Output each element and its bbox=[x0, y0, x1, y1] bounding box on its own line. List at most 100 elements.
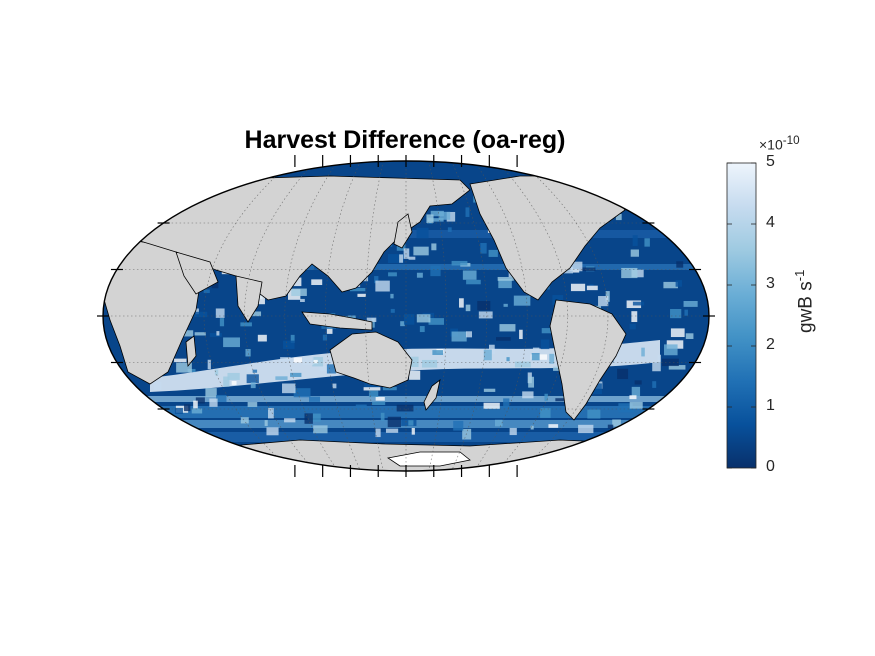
colorbar-tick-label: 3 bbox=[766, 275, 775, 292]
ocean-value-cell bbox=[191, 408, 203, 414]
ocean-value-cell bbox=[380, 412, 385, 421]
landmass-antarctica bbox=[103, 439, 709, 471]
ocean-value-cell bbox=[195, 397, 205, 404]
ocean-value-cell bbox=[630, 249, 639, 257]
ocean-value-cell bbox=[644, 238, 650, 247]
ocean-value-cell bbox=[453, 420, 464, 431]
ocean-value-cell bbox=[466, 279, 481, 285]
ocean-value-cell bbox=[528, 376, 535, 388]
ocean-value-cell bbox=[478, 311, 493, 319]
ocean-value-cell bbox=[416, 272, 423, 278]
ocean-value-cell bbox=[421, 359, 438, 368]
ocean-value-cell bbox=[629, 395, 637, 400]
ocean-value-cell bbox=[193, 400, 198, 409]
ocean-value-cell bbox=[503, 303, 508, 307]
ocean-value-cell bbox=[607, 424, 614, 429]
ocean-value-cell bbox=[569, 261, 583, 272]
ocean-value-cell bbox=[304, 413, 313, 424]
ocean-value-cell bbox=[309, 396, 321, 402]
ocean-value-cell bbox=[374, 276, 379, 284]
ocean-value-cell bbox=[382, 386, 397, 391]
ocean-value-cell bbox=[205, 388, 217, 397]
ocean-value-cell bbox=[280, 357, 291, 361]
ocean-value-cell bbox=[293, 388, 311, 398]
ocean-value-cell bbox=[416, 227, 429, 239]
ocean-value-cell bbox=[612, 419, 621, 427]
ocean-value-cell bbox=[446, 211, 456, 222]
colorbar-ticks bbox=[727, 162, 756, 469]
ocean-value-cell bbox=[629, 323, 636, 330]
ocean-value-cell bbox=[240, 322, 252, 327]
graticule-meridian bbox=[473, 161, 528, 471]
ocean-value-cell bbox=[411, 427, 415, 435]
ocean-value-cell bbox=[615, 213, 622, 221]
ocean-value-cell bbox=[431, 243, 437, 251]
ocean-value-cell bbox=[591, 383, 602, 395]
ocean-value-cell bbox=[413, 246, 429, 256]
ocean-value-cell bbox=[371, 318, 375, 328]
graticule-meridian bbox=[428, 161, 447, 471]
ocean-value-cell bbox=[408, 256, 416, 260]
ocean-value-cell bbox=[465, 331, 473, 338]
ocean-value-cell bbox=[541, 328, 559, 334]
ocean-value-cell bbox=[250, 311, 262, 317]
ocean-value-cell bbox=[499, 324, 516, 332]
ocean-value-cell bbox=[509, 427, 517, 436]
ocean-value-cell bbox=[617, 368, 629, 380]
ocean-value-cell bbox=[375, 396, 385, 401]
ocean-value-cell bbox=[326, 364, 336, 374]
ocean-value-cell bbox=[632, 235, 638, 246]
ocean-value-cell bbox=[621, 267, 638, 279]
ocean-value-cell bbox=[245, 348, 251, 357]
ocean-value-cell bbox=[451, 331, 467, 342]
ocean-value-cell bbox=[668, 365, 686, 370]
ocean-value-cell bbox=[266, 427, 279, 436]
ocean-value-cell bbox=[349, 287, 366, 292]
ocean-band bbox=[103, 396, 709, 402]
ocean-value-cell bbox=[462, 428, 472, 440]
ocean-band bbox=[103, 264, 709, 270]
ocean-value-cell bbox=[399, 254, 404, 263]
ocean-value-cell bbox=[432, 350, 443, 355]
ocean-value-cell bbox=[282, 383, 296, 394]
colorbar-tick-label: 0 bbox=[766, 458, 775, 475]
ocean-value-cell bbox=[408, 420, 414, 426]
ocean-value-cell bbox=[387, 254, 405, 264]
ocean-value-cell bbox=[194, 332, 206, 336]
ocean-value-cell bbox=[621, 408, 635, 413]
ocean-value-cell bbox=[385, 428, 399, 433]
ocean-value-cell bbox=[419, 326, 425, 333]
ocean-value-cell bbox=[631, 386, 641, 397]
ocean-value-cell bbox=[629, 401, 643, 409]
ocean-value-cell bbox=[670, 328, 685, 338]
ocean-value-cell bbox=[216, 394, 227, 403]
ocean-value-cell bbox=[203, 289, 210, 294]
ocean-value-cell bbox=[427, 218, 444, 222]
ocean-value-cell bbox=[498, 278, 512, 289]
ocean-value-cell bbox=[438, 211, 451, 220]
landmass-india bbox=[235, 275, 263, 323]
ocean-value-cell bbox=[375, 280, 390, 292]
antarctica-ice-shelf bbox=[386, 451, 471, 467]
landmass-new-zealand bbox=[423, 379, 441, 411]
ocean-value-cell bbox=[570, 283, 586, 292]
ocean-value-cell bbox=[641, 347, 645, 357]
ocean-value-cell bbox=[548, 424, 559, 428]
ocean-value-cell bbox=[211, 280, 219, 289]
ocean-value-cell bbox=[587, 409, 601, 419]
frame-ticks bbox=[97, 155, 715, 477]
chart-title: Harvest Difference (oa-reg) bbox=[244, 126, 566, 154]
ocean-value-cell bbox=[326, 325, 333, 334]
landmass-indonesia bbox=[301, 311, 373, 331]
ocean-value-cell bbox=[540, 339, 550, 350]
ocean-value-cell bbox=[477, 300, 491, 311]
world-map bbox=[97, 155, 715, 477]
ocean-value-cell bbox=[231, 380, 237, 385]
ocean-value-cell bbox=[662, 358, 679, 367]
ocean-value-cell bbox=[363, 387, 381, 391]
ocean-value-cell bbox=[598, 296, 609, 307]
ocean-value-cell bbox=[531, 353, 540, 361]
landmass-south-america bbox=[549, 299, 627, 421]
ocean-value-cell bbox=[634, 380, 642, 385]
ocean-value-cell bbox=[366, 317, 377, 323]
